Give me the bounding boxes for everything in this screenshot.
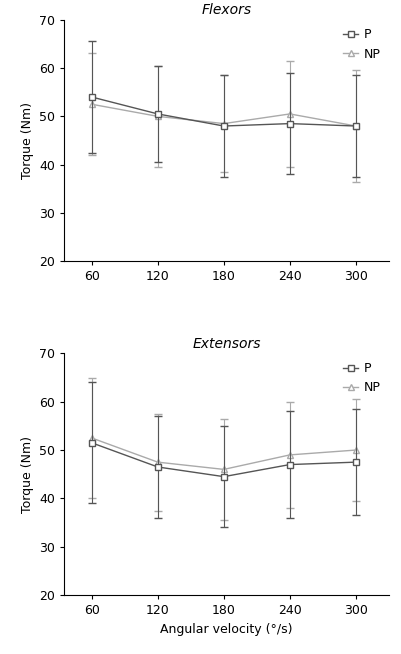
Title: Extensors: Extensors xyxy=(192,337,261,351)
X-axis label: Angular velocity (°/s): Angular velocity (°/s) xyxy=(160,623,293,636)
Title: Flexors: Flexors xyxy=(201,3,252,17)
Legend: P, NP: P, NP xyxy=(341,26,383,63)
Y-axis label: Torque (Nm): Torque (Nm) xyxy=(20,102,34,179)
Legend: P, NP: P, NP xyxy=(341,360,383,397)
Y-axis label: Torque (Nm): Torque (Nm) xyxy=(20,436,34,513)
